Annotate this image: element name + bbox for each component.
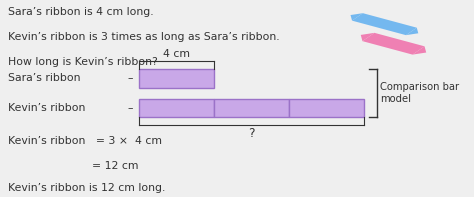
- FancyBboxPatch shape: [289, 98, 364, 117]
- Polygon shape: [363, 33, 425, 55]
- Text: Kevin’s ribbon is 12 cm long.: Kevin’s ribbon is 12 cm long.: [8, 183, 165, 193]
- Text: Sara’s ribbon: Sara’s ribbon: [8, 73, 80, 84]
- Polygon shape: [406, 28, 418, 35]
- Text: = 12 cm: = 12 cm: [8, 161, 138, 171]
- Text: Kevin’s ribbon is 3 times as long as Sara’s ribbon.: Kevin’s ribbon is 3 times as long as Sar…: [8, 32, 279, 42]
- FancyBboxPatch shape: [214, 98, 289, 117]
- Text: Kevin’s ribbon: Kevin’s ribbon: [8, 103, 85, 113]
- Polygon shape: [412, 46, 426, 55]
- Text: Comparison bar
model: Comparison bar model: [380, 82, 459, 104]
- Text: –: –: [128, 73, 133, 84]
- Text: Sara’s ribbon is 4 cm long.: Sara’s ribbon is 4 cm long.: [8, 7, 153, 17]
- Text: ?: ?: [248, 127, 255, 140]
- FancyBboxPatch shape: [139, 69, 214, 88]
- Text: –: –: [128, 103, 133, 113]
- Polygon shape: [361, 33, 374, 41]
- FancyBboxPatch shape: [139, 98, 214, 117]
- Text: Kevin’s ribbon   = 3 ×  4 cm: Kevin’s ribbon = 3 × 4 cm: [8, 136, 162, 146]
- Polygon shape: [350, 13, 363, 21]
- Polygon shape: [352, 13, 417, 35]
- Text: How long is Kevin’s ribbon?: How long is Kevin’s ribbon?: [8, 57, 157, 67]
- Text: 4 cm: 4 cm: [163, 49, 190, 59]
